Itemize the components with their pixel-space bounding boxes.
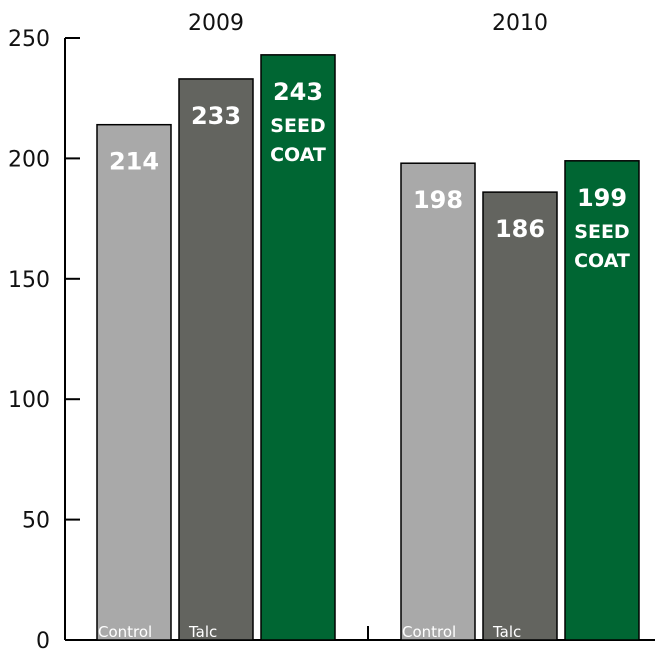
y-tick-label: 200: [8, 147, 50, 172]
group-label-2010: 2010: [492, 11, 548, 36]
bar-tag-label: COAT: [270, 144, 326, 166]
bar-2009-control: [96, 123, 172, 641]
bars: [96, 54, 640, 641]
category-label: Talc: [188, 623, 217, 641]
bar-2010-control: [400, 162, 476, 641]
category-label: Control: [98, 623, 152, 641]
y-tick-label: 0: [36, 629, 50, 651]
bar-tag-label: SEED: [574, 221, 629, 243]
data-label: 199: [577, 184, 627, 212]
data-label: 243: [273, 78, 323, 106]
data-label: 198: [413, 186, 463, 214]
bar-2009-talc: [178, 78, 254, 641]
y-tick-label: 100: [8, 388, 50, 413]
y-tick-label: 50: [22, 509, 50, 534]
group-label-2009: 2009: [188, 11, 244, 36]
category-label: Talc: [492, 623, 521, 641]
y-tick-label: 150: [8, 268, 50, 293]
data-label: 186: [495, 215, 545, 243]
data-label: 233: [191, 102, 241, 130]
y-tick-label: 250: [8, 27, 50, 52]
bar-2010-seed-coat: [564, 160, 640, 641]
bar-2009-seed-coat: [260, 54, 336, 641]
bar-2010-talc: [482, 191, 558, 641]
bar-tag-label: COAT: [574, 250, 630, 272]
labels: 2009 214 Control 233 Talc 243 SEED COAT 2010 198 C…: [98, 11, 630, 641]
category-label: Control: [402, 623, 456, 641]
data-label: 214: [109, 148, 159, 176]
bar-tag-label: SEED: [270, 115, 325, 137]
